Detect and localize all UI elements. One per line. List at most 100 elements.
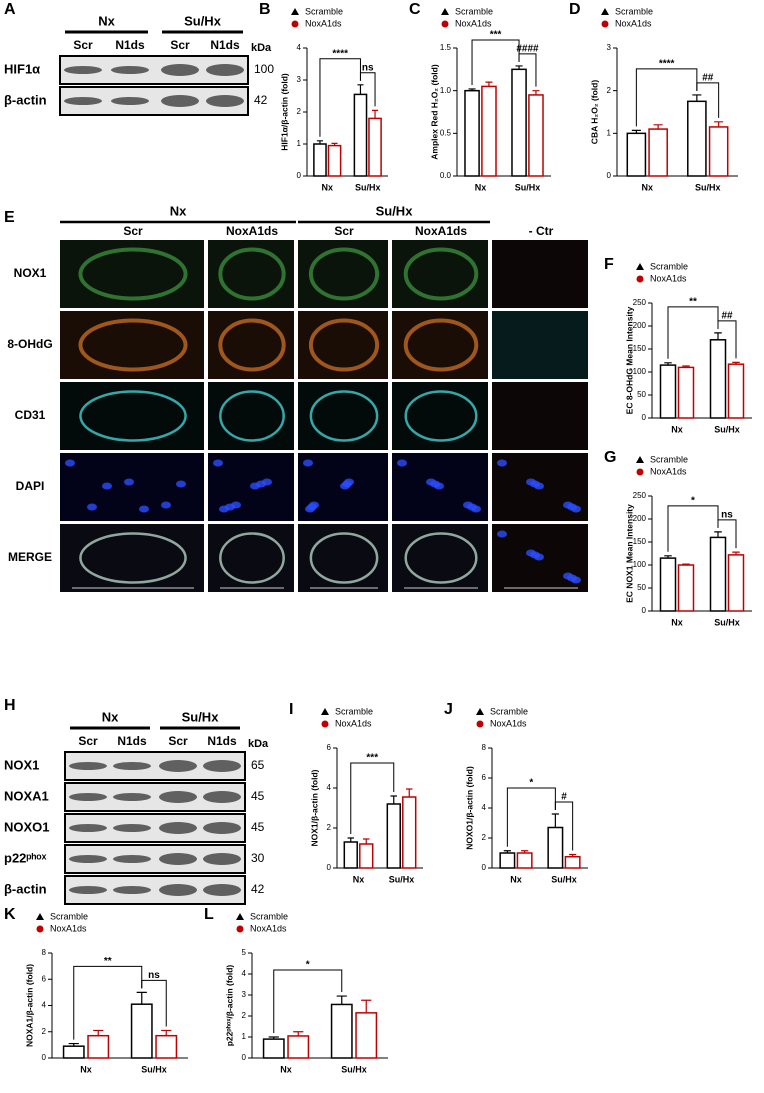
row-label: DAPI: [16, 479, 45, 493]
row-label: NOXO1: [4, 819, 50, 834]
vessel: [79, 532, 187, 584]
y-axis-label: CBA H₂O₂ (fold): [589, 80, 599, 145]
x-tick-label: Nx: [671, 424, 683, 434]
y-tick-label: 0.0: [440, 171, 452, 180]
legend-marker: [36, 925, 44, 933]
x-tick-label: Nx: [321, 182, 333, 192]
legend-marker: [601, 20, 609, 28]
bar: [130, 1003, 153, 1059]
significance-label: *: [306, 960, 310, 971]
y-tick-label: 4: [482, 803, 487, 812]
significance-bracket: [350, 762, 395, 834]
y-tick-label: 100: [633, 560, 647, 569]
nucleus: [161, 501, 171, 509]
y-axis-label: p22ᵖʰᵒˣ/β-actin (fold): [224, 965, 234, 1047]
significance-bracket: [471, 39, 520, 85]
band: [69, 793, 107, 801]
y-tick-label: 150: [633, 537, 647, 546]
y-tick-label: 150: [633, 344, 647, 353]
kda-label: 100: [254, 62, 274, 76]
vessel: [79, 390, 187, 442]
nucleus: [87, 503, 97, 511]
y-axis-label: NOXO1/β-actin (fold): [464, 766, 474, 850]
band: [203, 822, 241, 834]
significance-label: ****: [659, 59, 675, 70]
legend-label: Scramble: [305, 6, 343, 16]
x-tick-label: Nx: [280, 1064, 292, 1074]
group-label: Nx: [102, 709, 119, 724]
vessel: [218, 247, 286, 301]
bar: [353, 93, 368, 177]
legend-marker: [441, 8, 449, 15]
legend-label: NoxA1ds: [455, 18, 492, 28]
bar: [677, 366, 695, 419]
y-axis-label: EC 8-OHdG Mean Intensity: [624, 306, 634, 414]
y-tick-label: 2: [607, 86, 612, 95]
bar: [386, 803, 401, 869]
x-tick-label: Nx: [475, 182, 487, 192]
band: [159, 791, 197, 803]
lane-label: N1ds: [117, 734, 147, 748]
y-tick-label: 4: [242, 969, 247, 978]
x-tick-label: Nx: [671, 617, 683, 627]
y-tick-label: 50: [637, 583, 646, 592]
y-tick-label: 4: [327, 783, 332, 792]
legend-label: NoxA1ds: [250, 923, 287, 933]
significance-label: #: [561, 792, 567, 803]
legend-marker: [636, 263, 644, 270]
band: [113, 886, 151, 894]
error-bar: [653, 124, 663, 130]
nucleus: [231, 501, 241, 509]
legend-marker: [636, 275, 644, 283]
bar: [511, 68, 527, 177]
significance-bracket: [696, 82, 720, 118]
legend-label: NoxA1ds: [50, 923, 87, 933]
band: [203, 884, 241, 896]
legend-label: NoxA1ds: [335, 718, 372, 728]
band: [69, 855, 107, 863]
legend-label: Scramble: [650, 454, 688, 464]
lane-label: Scr: [170, 38, 190, 52]
y-tick-label: 8: [42, 948, 47, 957]
group-label: Su/Hx: [376, 203, 414, 218]
error-bar: [714, 332, 722, 340]
micrograph: [392, 524, 488, 592]
group-label: Su/Hx: [184, 13, 222, 28]
significance-label: ns: [721, 510, 733, 521]
nucleus: [397, 459, 407, 467]
column-label: NoxA1ds: [415, 224, 467, 238]
band: [69, 824, 107, 832]
bar: [547, 826, 564, 869]
x-tick-label: Nx: [80, 1064, 92, 1074]
band: [113, 855, 151, 863]
x-tick-label: Su/Hx: [355, 182, 381, 192]
significance-bracket: [506, 787, 556, 847]
row-label: NOX1: [14, 266, 47, 280]
micrograph: [60, 382, 204, 450]
row-label: β-actin: [4, 92, 47, 107]
x-tick-label: Nx: [510, 874, 522, 884]
y-tick-label: 6: [482, 773, 487, 782]
y-tick-label: 4: [42, 1001, 47, 1010]
legend-label: Scramble: [455, 6, 493, 16]
error-bar: [532, 90, 540, 95]
y-tick-label: 50: [637, 390, 646, 399]
legend-label: Scramble: [50, 911, 88, 921]
panel-letter: I: [289, 701, 293, 718]
significance-label: **: [689, 297, 697, 308]
error-bar: [664, 555, 672, 559]
micrograph: [298, 382, 388, 450]
nucleus: [497, 530, 507, 538]
bar: [687, 100, 707, 177]
bar: [709, 339, 727, 419]
legend-label: NoxA1ds: [615, 18, 652, 28]
kda-label: 42: [254, 93, 268, 107]
error-bar: [515, 65, 523, 70]
bar: [313, 143, 327, 177]
y-tick-label: 0: [327, 863, 332, 872]
row-label: p22ᵖʰᵒˣ: [4, 850, 47, 865]
band: [64, 66, 102, 74]
bar: [648, 128, 668, 177]
micrograph: [492, 311, 588, 379]
